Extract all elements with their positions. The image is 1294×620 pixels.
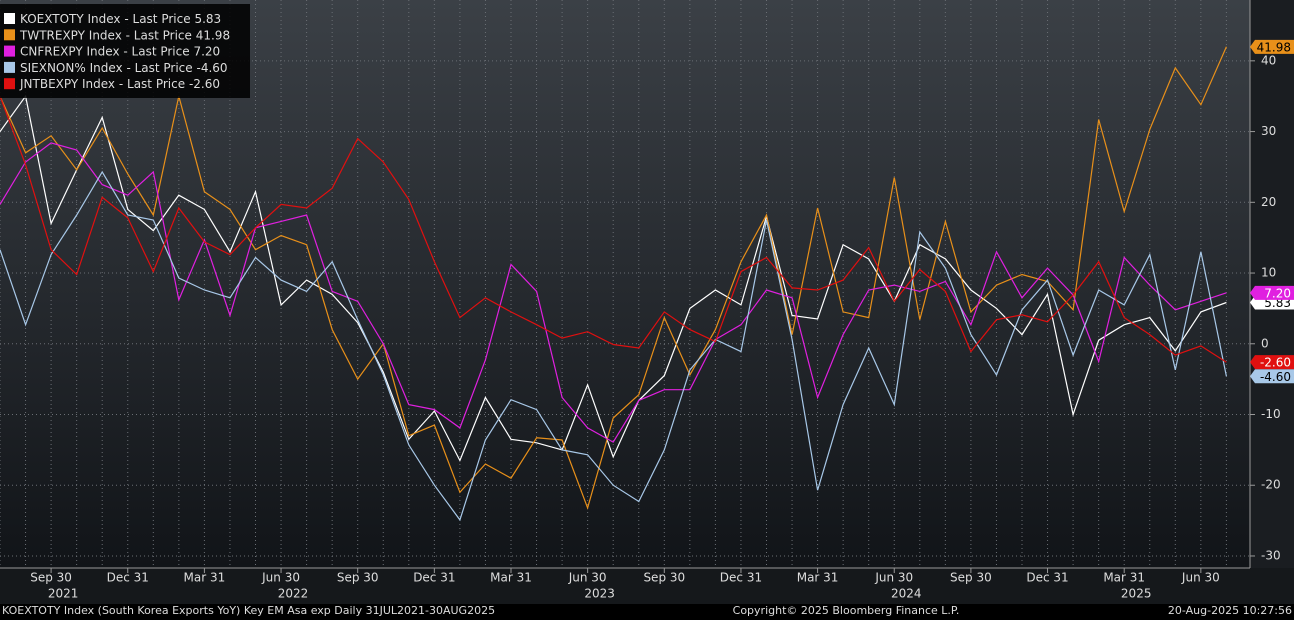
x-tick-label: Sep 30 bbox=[950, 571, 992, 585]
y-tick-label: 30 bbox=[1261, 124, 1276, 138]
last-price-tag bbox=[1250, 369, 1294, 384]
x-tick-label: Sep 30 bbox=[643, 571, 685, 585]
x-year-label: 2022 bbox=[278, 587, 309, 601]
legend-field: - Last Price bbox=[126, 28, 192, 42]
x-tick-label: Jun 30 bbox=[874, 571, 913, 585]
y-tick-label: -20 bbox=[1261, 478, 1281, 492]
legend-entry: SIEXNON% Index - Last Price -4.60 bbox=[20, 60, 228, 74]
series-line bbox=[0, 142, 1227, 443]
legend-name: KOEXTOTY Index bbox=[20, 12, 121, 26]
legend-swatch bbox=[4, 13, 15, 24]
y-tick-label: 40 bbox=[1261, 53, 1276, 67]
legend-entry: CNFREXPY Index - Last Price 7.20 bbox=[20, 44, 220, 58]
x-tick-label: Jun 30 bbox=[568, 571, 607, 585]
x-tick-label: Dec 31 bbox=[720, 571, 762, 585]
y-tick-label: -30 bbox=[1261, 548, 1281, 562]
x-axis-background bbox=[0, 568, 1294, 604]
legend-entry: JNTBEXPY Index - Last Price -2.60 bbox=[19, 77, 220, 91]
legend-name: JNTBEXPY Index bbox=[19, 77, 115, 91]
y-tick-label: 0 bbox=[1261, 336, 1269, 350]
last-price-label: -2.60 bbox=[1260, 356, 1291, 370]
x-year-label: 2025 bbox=[1121, 587, 1152, 601]
footer-center: Copyright© 2025 Bloomberg Finance L.P. bbox=[733, 604, 960, 617]
legend-swatch bbox=[4, 61, 15, 73]
legend-name: SIEXNON% Index bbox=[20, 60, 123, 74]
grid bbox=[0, 0, 1250, 568]
last-price-label: 41.98 bbox=[1257, 40, 1291, 54]
series-line bbox=[0, 94, 1227, 462]
x-tick-label: Dec 31 bbox=[107, 571, 149, 585]
legend-entry: KOEXTOTY Index - Last Price 5.83 bbox=[20, 12, 221, 26]
legend-swatch bbox=[4, 45, 15, 57]
legend-name: CNFREXPY Index bbox=[20, 44, 120, 58]
x-year-label: 2024 bbox=[891, 587, 922, 601]
x-tick-label: Mar 31 bbox=[797, 571, 839, 585]
x-tick-label: Sep 30 bbox=[337, 571, 379, 585]
series-line bbox=[0, 46, 1227, 510]
x-tick-label: Jun 30 bbox=[1181, 571, 1220, 585]
x-tick-label: Mar 31 bbox=[490, 571, 532, 585]
x-year-label: 2023 bbox=[584, 587, 615, 601]
legend-value: -4.60 bbox=[197, 60, 228, 74]
y-tick-label: 20 bbox=[1261, 195, 1276, 209]
legend-swatch bbox=[4, 29, 15, 41]
legend-field: - Last Price bbox=[126, 60, 192, 74]
last-price-label: 7.20 bbox=[1264, 286, 1291, 300]
y-tick-label: 10 bbox=[1261, 266, 1276, 280]
axes: -30 -20 -10 0 10 20 30 40 Sep 30 2021 Dec 31 Mar 31… bbox=[30, 39, 1294, 601]
last-price-tag bbox=[1250, 355, 1294, 370]
x-tick-label: Jun 30 bbox=[261, 571, 300, 585]
footer-right: 20-Aug-2025 10:27:56 bbox=[1168, 604, 1292, 617]
y-tick-label: -10 bbox=[1261, 407, 1281, 421]
series-line bbox=[0, 95, 1227, 363]
last-price-tag bbox=[1250, 39, 1294, 54]
legend-field: - Last Price bbox=[119, 77, 185, 91]
legend-value: -2.60 bbox=[189, 77, 220, 91]
x-tick-label: Dec 31 bbox=[413, 571, 455, 585]
legend-value: 41.98 bbox=[196, 28, 230, 42]
last-price-label: -4.60 bbox=[1260, 370, 1291, 384]
series-line bbox=[0, 170, 1227, 522]
lines bbox=[0, 46, 1227, 522]
x-tick-label: Mar 31 bbox=[1103, 571, 1145, 585]
legend: KOEXTOTY Index - Last Price 5.83 TWTREXPY… bbox=[0, 4, 250, 98]
x-tick-label: Dec 31 bbox=[1026, 571, 1068, 585]
axis-background bbox=[1250, 0, 1294, 568]
x-year-label: 2021 bbox=[48, 587, 79, 601]
x-tick-label: Sep 30 bbox=[30, 571, 72, 585]
legend-value: 7.20 bbox=[193, 44, 220, 58]
x-tick-label: Mar 31 bbox=[184, 571, 226, 585]
legend-field: - Last Price bbox=[123, 44, 189, 58]
legend-field: - Last Price bbox=[124, 12, 190, 26]
legend-value: 5.83 bbox=[194, 12, 221, 26]
footer-left: KOEXTOTY Index (South Korea Exports YoY)… bbox=[2, 604, 495, 617]
legend-name: TWTREXPY Index bbox=[19, 28, 122, 42]
legend-swatch bbox=[4, 78, 15, 90]
legend-entry: TWTREXPY Index - Last Price 41.98 bbox=[19, 28, 230, 42]
last-price-tag bbox=[1250, 285, 1294, 300]
legend-box bbox=[0, 4, 250, 98]
